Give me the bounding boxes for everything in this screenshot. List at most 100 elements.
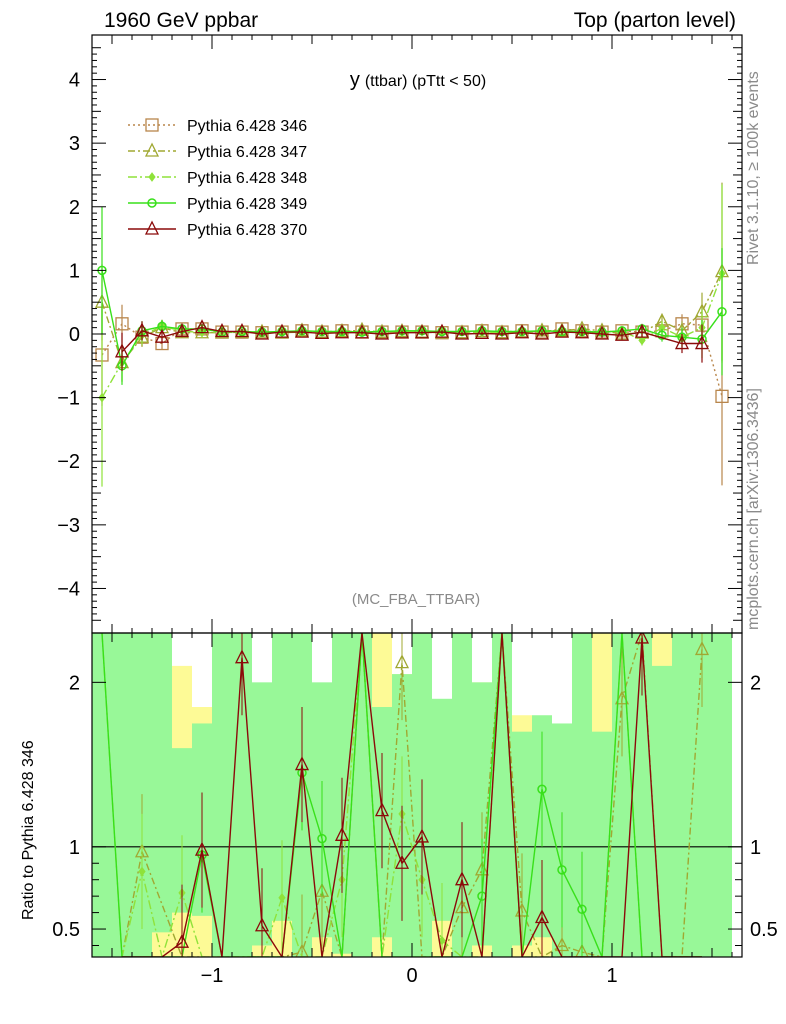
main-y-tick-label: 2	[69, 197, 80, 219]
data-point	[337, 326, 347, 337]
data-point	[334, 324, 350, 339]
main-y-tick-label: −3	[57, 515, 80, 537]
ratio-point	[278, 892, 286, 903]
band-inner	[492, 633, 512, 957]
main-y-tick-label: 0	[69, 324, 80, 346]
data-point	[297, 326, 307, 336]
band-inner	[572, 633, 592, 957]
data-point	[574, 324, 590, 339]
legend-marker	[145, 118, 159, 132]
header-left: 1960 GeV ppbar	[104, 9, 259, 32]
ratio-point	[614, 690, 630, 705]
band-inner	[672, 633, 692, 957]
ratio-y-tick-label: 0.5	[52, 919, 80, 941]
ratio-point	[334, 826, 350, 841]
ratio-point	[394, 654, 410, 669]
ratio-point	[577, 904, 587, 915]
data-point	[294, 323, 310, 338]
ratio-point	[554, 937, 570, 952]
legend-label: Pythia 6.428 346	[187, 118, 307, 135]
ratio-frame	[91, 632, 743, 958]
data-point	[174, 323, 190, 338]
chart-title-sub: (ttbar) (pTtt < 50)	[365, 73, 486, 90]
main-series	[94, 182, 730, 487]
data-point	[374, 325, 390, 340]
data-point	[437, 326, 447, 337]
data-point	[674, 335, 690, 350]
data-point	[214, 323, 230, 338]
data-point	[534, 325, 550, 340]
band-inner	[452, 633, 472, 957]
data-point	[354, 324, 370, 339]
data-point	[115, 317, 129, 331]
data-point	[194, 319, 210, 334]
ratio-point	[294, 756, 310, 771]
legend-marker	[144, 220, 160, 235]
data-point	[514, 324, 530, 339]
band-inner	[152, 633, 172, 933]
band-inner	[112, 633, 132, 957]
legend-label: Pythia 6.428 349	[187, 196, 307, 213]
data-point	[154, 328, 170, 343]
ratio-point	[534, 909, 550, 924]
ratio-series	[92, 633, 742, 957]
data-point	[234, 323, 250, 338]
data-point	[717, 306, 727, 317]
ratio-point	[694, 640, 710, 656]
ratio-bands	[92, 633, 732, 957]
data-point	[634, 323, 650, 338]
ratio-point	[174, 933, 190, 948]
header-right: Top (parton level)	[573, 9, 736, 32]
data-point	[694, 335, 710, 350]
ratio-point	[317, 833, 327, 844]
data-point	[638, 335, 646, 346]
legend-label: Pythia 6.428 370	[187, 222, 307, 239]
band-inner	[252, 682, 272, 946]
band-inner	[232, 633, 252, 957]
data-point	[314, 324, 330, 340]
band-inner	[652, 665, 672, 957]
ratio-point	[234, 649, 250, 664]
series-line	[101, 273, 723, 398]
data-point	[274, 323, 290, 338]
ratio-point	[438, 935, 446, 946]
band-inner	[92, 633, 112, 957]
band-inner	[692, 633, 712, 957]
watermark: (MC_FBA_TTBAR)	[352, 591, 480, 608]
x-tick-label: 1	[606, 965, 617, 987]
legend-label: Pythia 6.428 347	[187, 144, 307, 161]
data-point	[254, 325, 270, 340]
band-inner	[432, 698, 452, 921]
data-point	[657, 330, 667, 341]
data-point	[715, 389, 729, 403]
ratio-point	[394, 854, 410, 869]
ratio-point	[414, 828, 430, 843]
data-point	[594, 325, 610, 340]
data-point	[114, 343, 130, 358]
ratio-point	[194, 841, 210, 856]
data-point	[494, 325, 510, 340]
data-point	[394, 324, 410, 339]
data-point	[517, 326, 527, 337]
ratio-point	[295, 943, 309, 957]
chart-title-main: y	[350, 69, 360, 91]
legend-marker	[148, 172, 156, 182]
main-y-tick-label: −1	[57, 388, 80, 410]
legend-label: Pythia 6.428 348	[187, 170, 307, 187]
data-point	[474, 324, 490, 340]
data-point	[557, 326, 567, 337]
ratio-point	[314, 882, 330, 897]
main-y-tick-label: 4	[69, 70, 80, 92]
band-inner	[212, 633, 232, 957]
ratio-y-tick-label-right: 1	[750, 837, 761, 859]
legend-marker	[144, 142, 160, 157]
ratio-point	[537, 784, 547, 794]
chart-title: y (ttbar) (pTtt < 50)	[350, 69, 486, 91]
ratio-y-tick-label: 2	[69, 672, 80, 694]
data-point	[434, 323, 450, 338]
ratio-point	[374, 802, 390, 817]
ratio-point	[557, 865, 567, 875]
data-point	[614, 326, 630, 341]
ratio-y-tick-label-right: 0.5	[750, 919, 778, 941]
band-inner	[272, 633, 292, 921]
